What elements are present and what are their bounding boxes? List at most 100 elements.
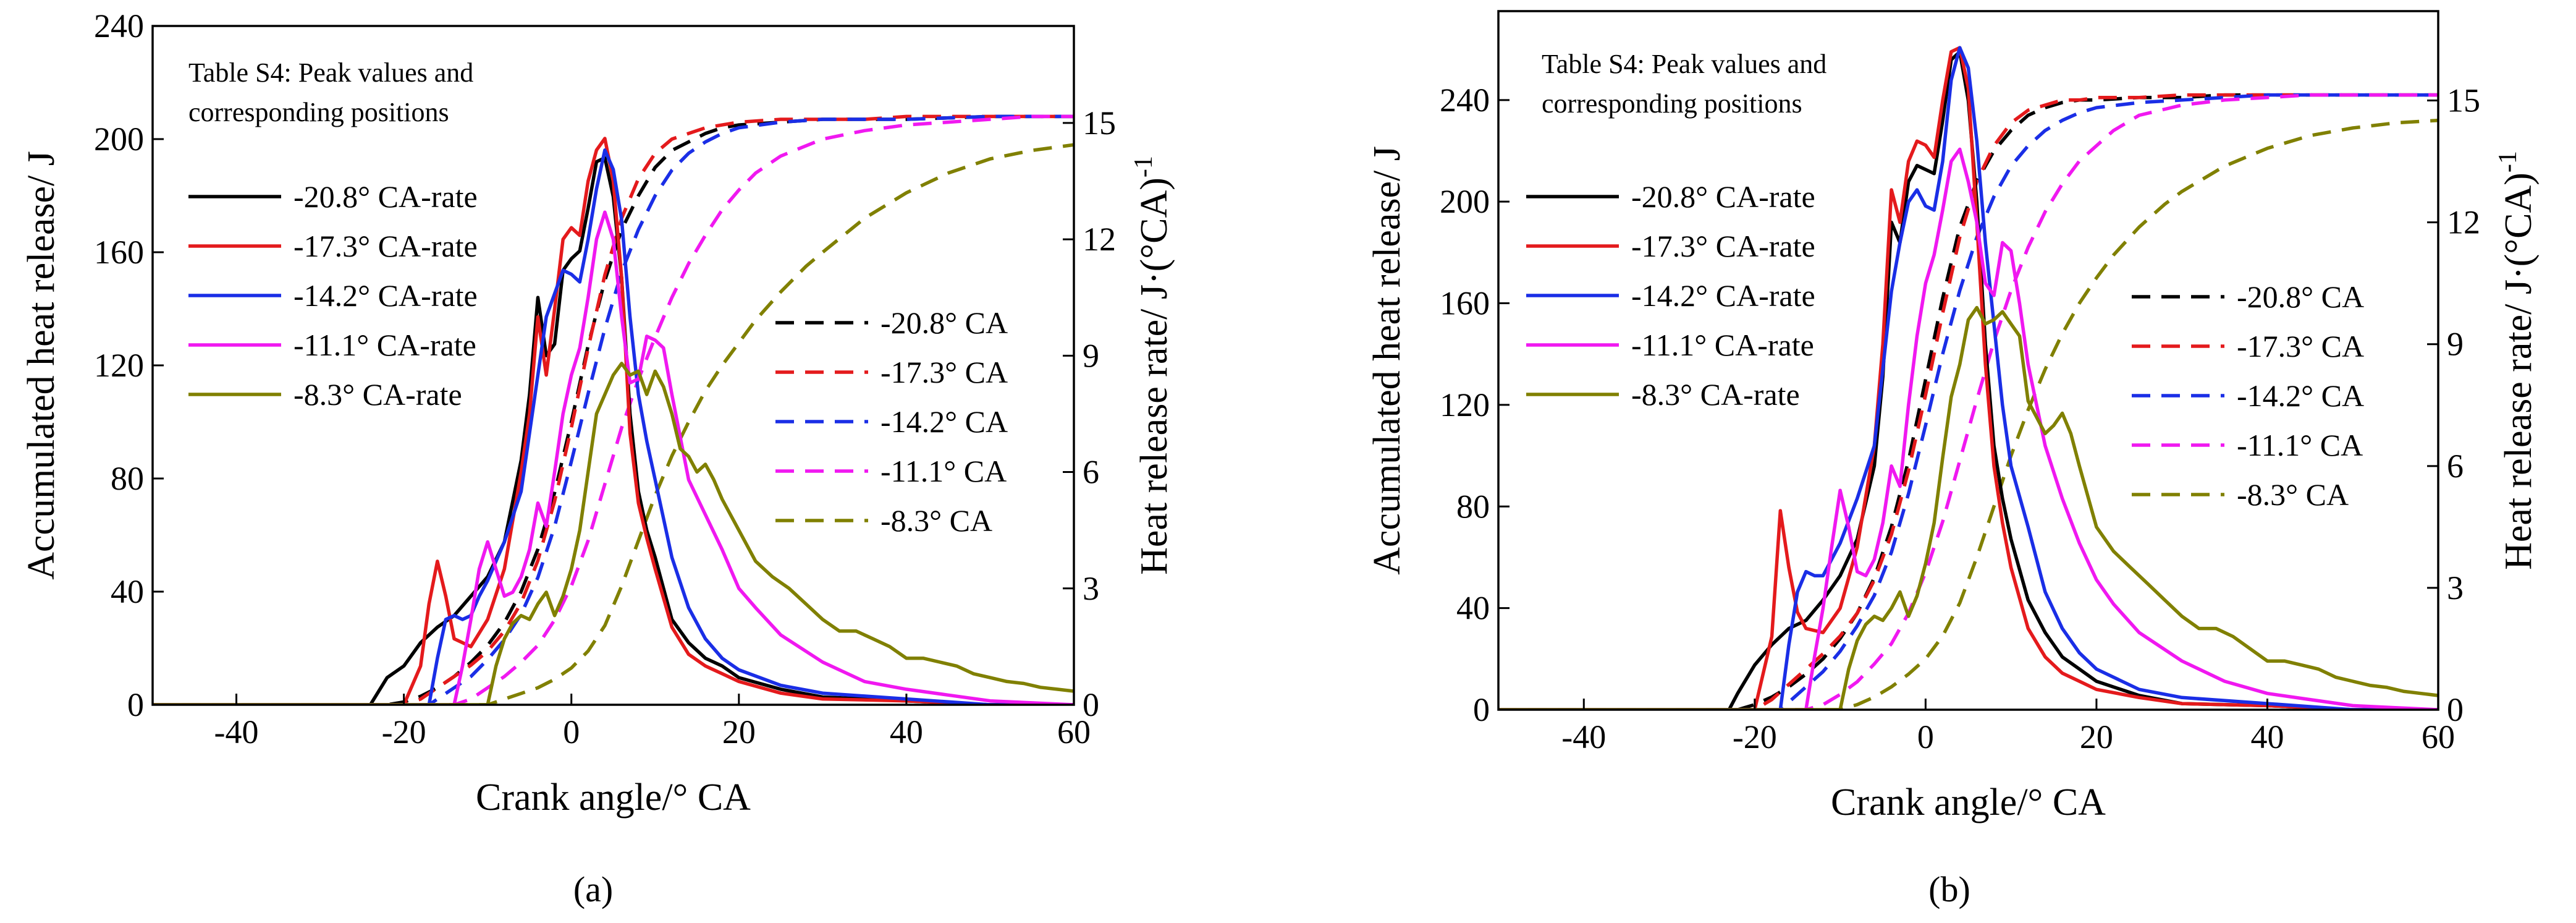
series-line-rate-4 — [1498, 305, 2438, 710]
y-tick-label: 240 — [1440, 82, 1490, 119]
legend-rate: -20.8° CA-rate -17.3° CA-rate -14.2° CA-ra… — [188, 179, 478, 412]
legend-label: -17.3° CA-rate — [293, 229, 478, 263]
x-axis-label: Crank angle/° CA — [476, 776, 751, 819]
x-tick-label: 0 — [563, 713, 580, 751]
y-axis-label: Accumulated heat release/ J — [1366, 146, 1408, 575]
legend-label: -11.1° CA — [880, 454, 1007, 488]
y2-axis-label: Heat release rate/ J·(°CA)-1 — [2494, 151, 2540, 570]
legend-rate: -20.8° CA-rate -17.3° CA-rate -14.2° CA-ra… — [1526, 179, 1815, 412]
series-line-rate-1 — [153, 137, 1074, 705]
series-line-rate-1 — [1498, 46, 2438, 710]
y-tick-label: 240 — [94, 7, 144, 45]
legend-label: -11.1° CA — [2237, 428, 2363, 462]
x-tick-label: 40 — [890, 713, 923, 751]
y2-tick-label: 6 — [1083, 454, 1099, 491]
y2-tick-label: 12 — [1083, 221, 1116, 258]
legend-label: -11.1° CA-rate — [1631, 328, 1814, 362]
y2-axis-label-exponent: -1 — [1130, 156, 1158, 177]
series-line-cumulative-7 — [153, 114, 1074, 705]
x-tick-label: 60 — [1057, 713, 1091, 751]
y2-tick-label: 0 — [1083, 686, 1099, 723]
series-line-rate-4 — [153, 362, 1074, 705]
y-tick-label: 200 — [1440, 183, 1490, 220]
legend-label: -8.3° CA-rate — [1631, 377, 1800, 412]
y-tick-label: 0 — [1473, 691, 1490, 728]
x-tick-label: -40 — [1561, 718, 1606, 755]
legend-label: -17.3° CA — [880, 355, 1008, 389]
x-tick-label: -20 — [382, 713, 426, 751]
series-group — [1498, 46, 2438, 710]
series-line-rate-2 — [153, 148, 1074, 705]
legend-label: -8.3° CA-rate — [293, 377, 462, 412]
table-note-line: Table S4: Peak values and — [188, 57, 473, 88]
legend-label: -8.3° CA — [2237, 477, 2349, 512]
y2-tick-label: 12 — [2447, 204, 2480, 241]
legend-label: -14.2° CA — [2237, 378, 2364, 413]
legend-cumulative: -20.8° CA -17.3° CA -14.2° CA -11.1° CA -8.3… — [2132, 279, 2364, 512]
y2-tick-label: 9 — [1083, 337, 1099, 374]
chart-panel-b: -40 -20 0 20 40 600408012016020024003691215Cr… — [1366, 10, 2540, 909]
y2-tick-label: 0 — [2447, 691, 2464, 728]
x-tick-label: 20 — [2080, 718, 2113, 755]
x-tick-label: 0 — [1917, 718, 1934, 755]
x-tick-label: 40 — [2250, 718, 2284, 755]
legend-label: -14.2° CA-rate — [1631, 278, 1815, 313]
series-line-cumulative-8 — [153, 114, 1074, 705]
y2-tick-label: 6 — [2447, 448, 2464, 485]
legend-cumulative: -20.8° CA -17.3° CA -14.2° CA -11.1° CA -8.3… — [775, 305, 1008, 538]
y-tick-label: 80 — [111, 460, 144, 497]
series-line-cumulative-9 — [1498, 118, 2438, 710]
series-line-cumulative-8 — [1498, 93, 2438, 710]
y-tick-label: 160 — [94, 234, 144, 271]
legend-label: -17.3° CA — [2237, 329, 2364, 364]
y-tick-label: 80 — [1456, 488, 1490, 525]
series-line-rate-3 — [1498, 147, 2438, 710]
x-tick-label: 60 — [2422, 718, 2455, 755]
y2-axis-label-text: Heat release rate/ J·(°CA) — [2498, 172, 2540, 570]
series-line-cumulative-9 — [153, 143, 1074, 705]
x-tick-label: -20 — [1733, 718, 1777, 755]
y2-tick-label: 9 — [2447, 326, 2464, 363]
y2-tick-label: 15 — [2447, 82, 2480, 119]
series-line-rate-0 — [1498, 49, 2438, 710]
y2-tick-label: 3 — [1083, 570, 1099, 607]
panel-label: (b) — [1928, 869, 1970, 909]
table-note-line: corresponding positions — [1542, 88, 1802, 119]
y-tick-label: 40 — [1456, 590, 1490, 627]
y-axis-label: Accumulated heat release/ J — [20, 151, 62, 580]
table-note-line: Table S4: Peak values and — [1542, 49, 1826, 79]
legend-label: -17.3° CA-rate — [1631, 229, 1815, 263]
legend-label: -11.1° CA-rate — [293, 328, 476, 362]
y-tick-label: 120 — [1440, 386, 1490, 423]
legend-label: -20.8° CA-rate — [1631, 179, 1815, 214]
x-tick-label: -40 — [214, 713, 259, 751]
plot-frame — [1497, 10, 2439, 711]
y2-axis-label: Heat release rate/ J·(°CA)-1 — [1130, 156, 1175, 575]
legend-label: -14.2° CA — [880, 404, 1008, 439]
y-tick-label: 40 — [111, 573, 144, 610]
y-tick-label: 0 — [127, 686, 144, 723]
series-line-cumulative-5 — [1498, 93, 2438, 710]
x-tick-label: 20 — [722, 713, 756, 751]
chart-panel-a: -40 -20 0 20 40 600408012016020024003691215Cr… — [20, 7, 1175, 909]
legend-label: -20.8° CA-rate — [293, 179, 478, 214]
legend-label: -20.8° CA — [880, 305, 1008, 340]
y2-axis-label-exponent: -1 — [2494, 151, 2522, 172]
y-tick-label: 120 — [94, 347, 144, 384]
y-tick-label: 160 — [1440, 285, 1490, 322]
legend-label: -20.8° CA — [2237, 279, 2364, 314]
y-tick-label: 200 — [94, 121, 144, 158]
y2-tick-label: 3 — [2447, 569, 2464, 606]
panel-label: (a) — [573, 869, 613, 909]
y2-axis-label-text: Heat release rate/ J·(°CA) — [1133, 177, 1175, 575]
legend-label: -14.2° CA-rate — [293, 278, 478, 313]
table-note-line: corresponding positions — [188, 97, 449, 127]
y2-tick-label: 15 — [1083, 104, 1116, 142]
legend-label: -8.3° CA — [880, 503, 992, 538]
series-line-rate-2 — [1498, 46, 2438, 710]
series-group — [153, 114, 1074, 705]
series-line-rate-3 — [153, 210, 1074, 705]
x-axis-label: Crank angle/° CA — [1831, 781, 2106, 823]
